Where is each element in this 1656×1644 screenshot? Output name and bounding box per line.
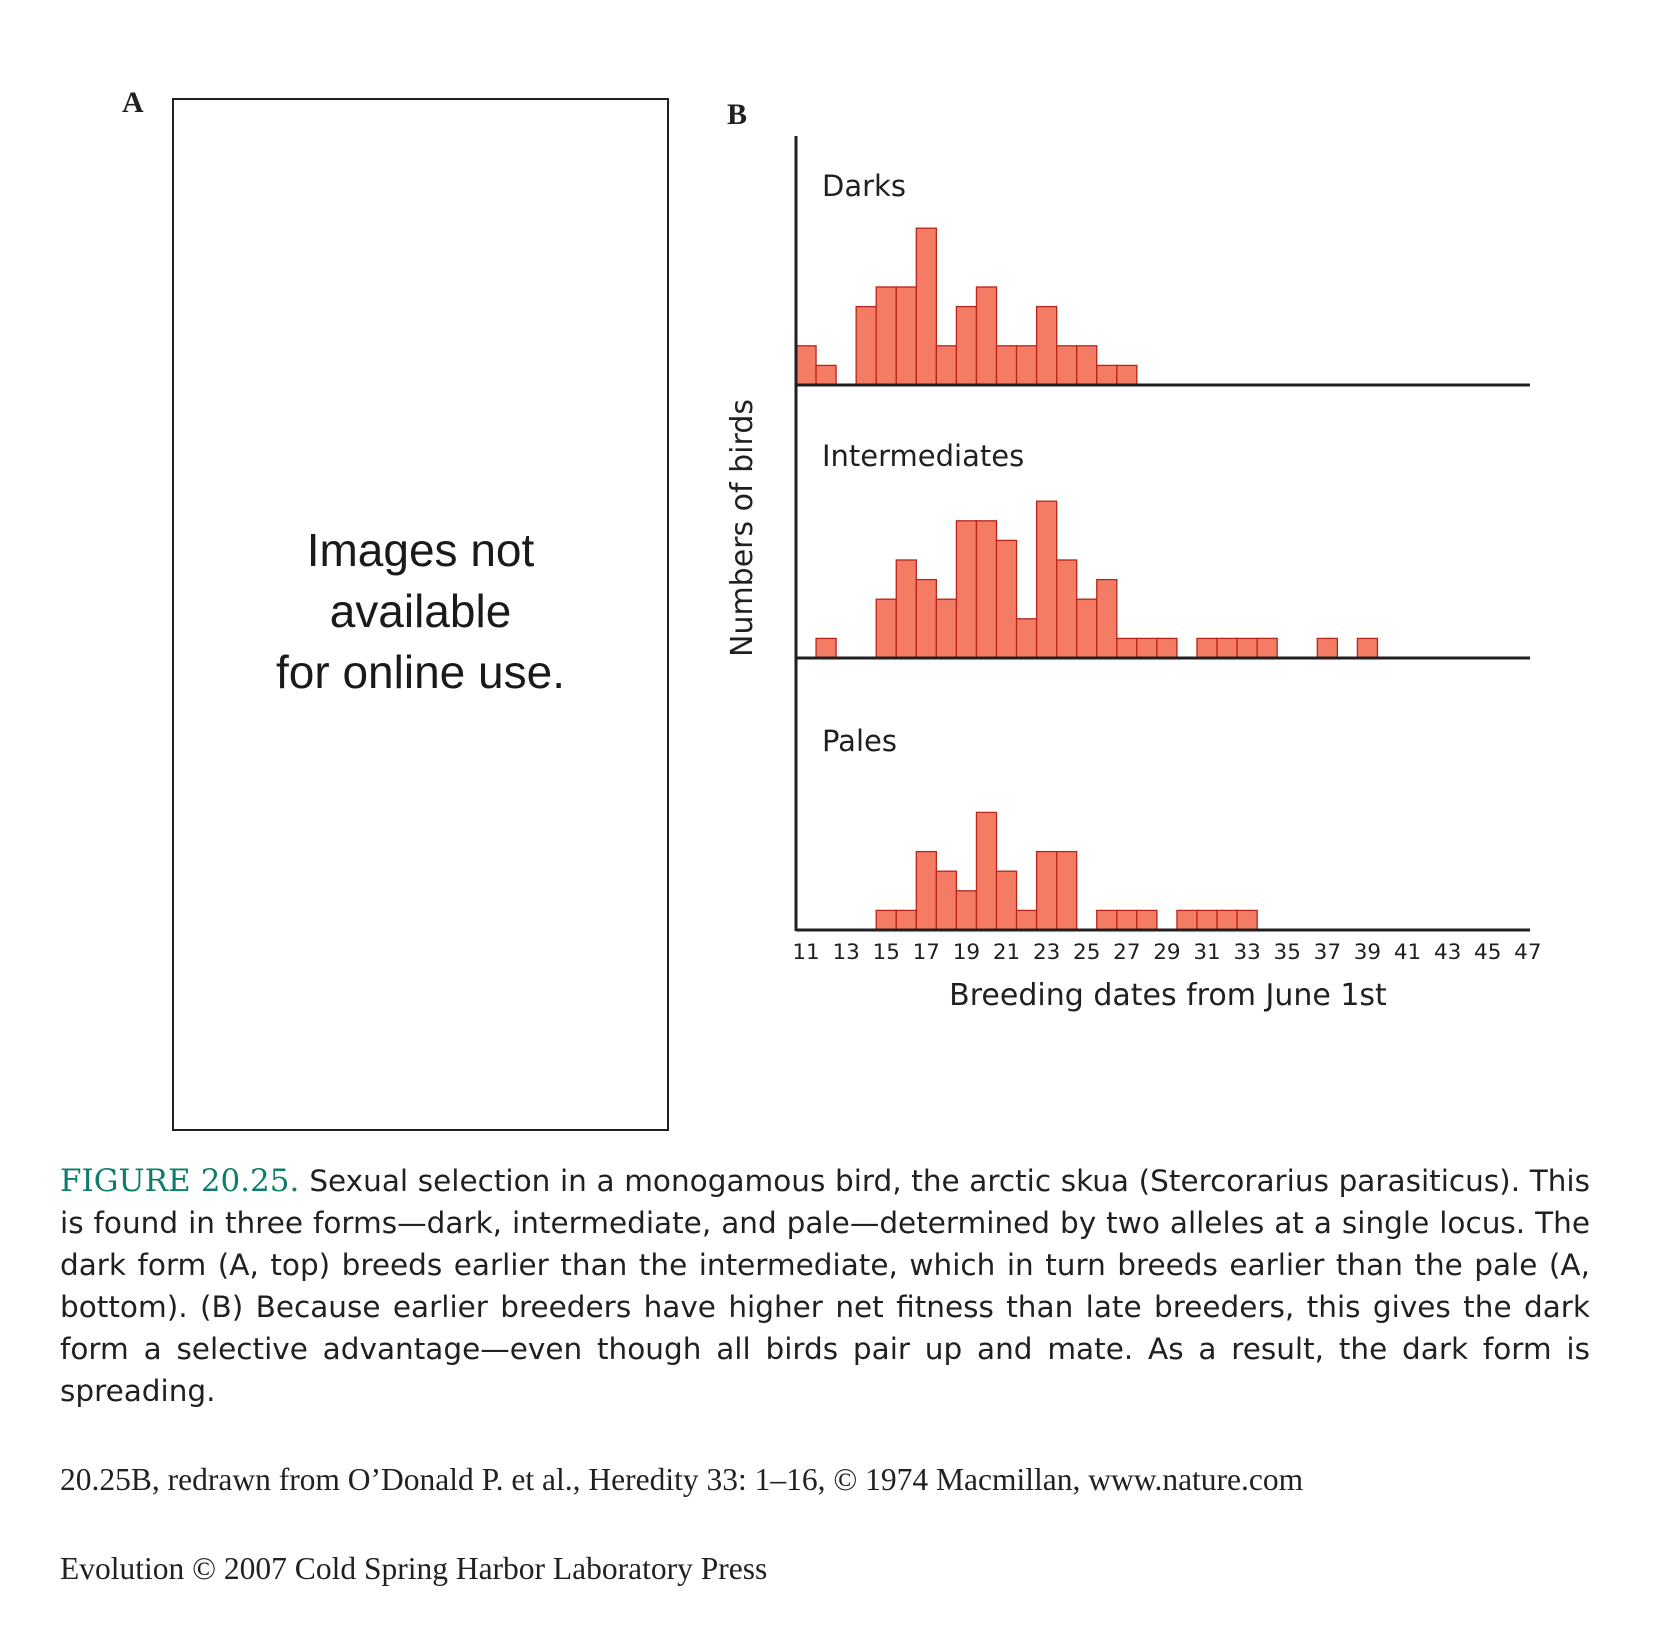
- bar-pales-day-30: [1176, 909, 1198, 931]
- bar-darks-day-16: [895, 286, 917, 386]
- x-tick-label-23: 23: [1033, 940, 1060, 965]
- x-tick-label-25: 25: [1073, 940, 1100, 965]
- bar-intermediates-day-34: [1256, 637, 1278, 659]
- bar-darks-day-12: [815, 364, 837, 386]
- bar-pales-day-21: [995, 870, 1018, 931]
- panel-b-label: B: [727, 98, 748, 131]
- bar-intermediates-day-37: [1316, 637, 1339, 659]
- bar-intermediates-day-39: [1356, 637, 1379, 659]
- image-placeholder-frame: Images not available for online use.: [172, 98, 669, 1131]
- x-tick-label-35: 35: [1274, 940, 1301, 965]
- series-label-intermediates: Intermediates: [822, 439, 1024, 473]
- bar-pales-day-33: [1236, 909, 1258, 931]
- bar-pales-day-20: [975, 811, 998, 931]
- x-tick-label-19: 19: [953, 940, 980, 965]
- bar-pales-day-17: [915, 850, 937, 931]
- bar-darks-day-27: [1116, 364, 1138, 386]
- bar-intermediates-day-24: [1056, 559, 1078, 659]
- series-label-darks: Darks: [822, 169, 906, 203]
- bar-intermediates-day-21: [995, 539, 1018, 659]
- bar-darks-day-22: [1015, 345, 1038, 386]
- bar-pales-day-32: [1216, 909, 1238, 931]
- bar-pales-day-24: [1056, 850, 1078, 931]
- bar-darks-day-19: [955, 305, 978, 386]
- y-axis-title: Numbers of birds: [725, 399, 760, 657]
- source-credit: 20.25B, redrawn from O’Donald P. et al.,…: [60, 1462, 1304, 1497]
- x-tick-label-11: 11: [792, 940, 819, 965]
- figure-caption: FIGURE 20.25. Sexual selection in a monog…: [60, 1160, 1590, 1412]
- bar-pales-day-22: [1015, 909, 1038, 931]
- x-tick-label-17: 17: [913, 940, 940, 965]
- bar-pales-day-18: [935, 870, 958, 931]
- bar-darks-day-24: [1056, 345, 1078, 386]
- x-tick-label-43: 43: [1434, 940, 1461, 965]
- notice-line-2: available: [329, 585, 512, 637]
- bar-pales-day-26: [1096, 909, 1118, 931]
- bar-intermediates-day-29: [1156, 637, 1178, 659]
- notice-line-3: for online use.: [276, 646, 565, 698]
- bar-intermediates-day-18: [935, 598, 958, 659]
- bar-intermediates-day-31: [1196, 637, 1218, 659]
- bar-intermediates-day-20: [975, 520, 998, 659]
- notice-line-1: Images not: [306, 524, 535, 576]
- bar-pales-day-31: [1196, 909, 1218, 931]
- bar-intermediates-day-32: [1216, 637, 1238, 659]
- image-unavailable-notice: Images not available for online use.: [174, 520, 667, 703]
- x-tick-label-45: 45: [1474, 940, 1501, 965]
- x-tick-label-41: 41: [1394, 940, 1421, 965]
- x-tick-label-13: 13: [832, 940, 859, 965]
- x-tick-label-31: 31: [1193, 940, 1220, 965]
- bar-darks-day-26: [1096, 364, 1118, 386]
- panel-a-label: A: [122, 86, 144, 119]
- copyright-notice: Evolution © 2007 Cold Spring Harbor Labo…: [60, 1551, 768, 1586]
- bar-darks-day-17: [915, 227, 937, 386]
- bar-darks-day-15: [875, 286, 897, 386]
- breeding-date-histograms: Darks Intermediates Pales Numbers of birds 1…: [725, 136, 1542, 1013]
- bar-intermediates-day-16: [895, 559, 917, 659]
- x-tick-label-15: 15: [873, 940, 900, 965]
- bar-pales-day-27: [1116, 909, 1138, 931]
- x-tick-label-21: 21: [993, 940, 1020, 965]
- bar-pales-day-16: [895, 909, 917, 931]
- bar-intermediates-day-22: [1015, 618, 1038, 659]
- bar-intermediates-day-33: [1236, 637, 1258, 659]
- bar-intermediates-day-27: [1116, 637, 1138, 659]
- x-tick-label-29: 29: [1153, 940, 1180, 965]
- bar-darks-day-21: [995, 345, 1018, 386]
- bar-intermediates-day-23: [1035, 500, 1058, 659]
- bar-darks-day-23: [1035, 305, 1058, 386]
- bar-darks-day-25: [1076, 345, 1098, 386]
- bar-darks-day-14: [855, 305, 877, 386]
- bar-pales-day-23: [1035, 850, 1058, 931]
- x-tick-label-39: 39: [1354, 940, 1381, 965]
- bar-intermediates-day-28: [1136, 637, 1158, 659]
- x-tick-label-33: 33: [1233, 940, 1260, 965]
- figure-number: FIGURE 20.25.: [60, 1163, 300, 1199]
- bar-intermediates-day-26: [1096, 578, 1118, 659]
- bar-intermediates-day-12: [815, 637, 837, 659]
- bar-intermediates-day-15: [875, 598, 897, 659]
- bar-darks-day-18: [935, 345, 958, 386]
- bar-pales-day-28: [1136, 909, 1158, 931]
- x-tick-label-37: 37: [1314, 940, 1341, 965]
- bar-darks-day-11: [795, 345, 817, 386]
- bar-intermediates-day-19: [955, 520, 978, 659]
- bar-darks-day-20: [975, 286, 998, 386]
- bar-intermediates-day-17: [915, 578, 937, 659]
- x-axis-title: Breeding dates from June 1st: [949, 978, 1387, 1013]
- bar-intermediates-day-25: [1076, 598, 1098, 659]
- x-tick-label-47: 47: [1514, 940, 1541, 965]
- series-label-pales: Pales: [822, 724, 897, 758]
- bar-pales-day-15: [875, 909, 897, 931]
- bar-pales-day-19: [955, 890, 978, 931]
- x-tick-label-27: 27: [1113, 940, 1140, 965]
- caption-text: Sexual selection in a monogamous bird, t…: [60, 1164, 1590, 1408]
